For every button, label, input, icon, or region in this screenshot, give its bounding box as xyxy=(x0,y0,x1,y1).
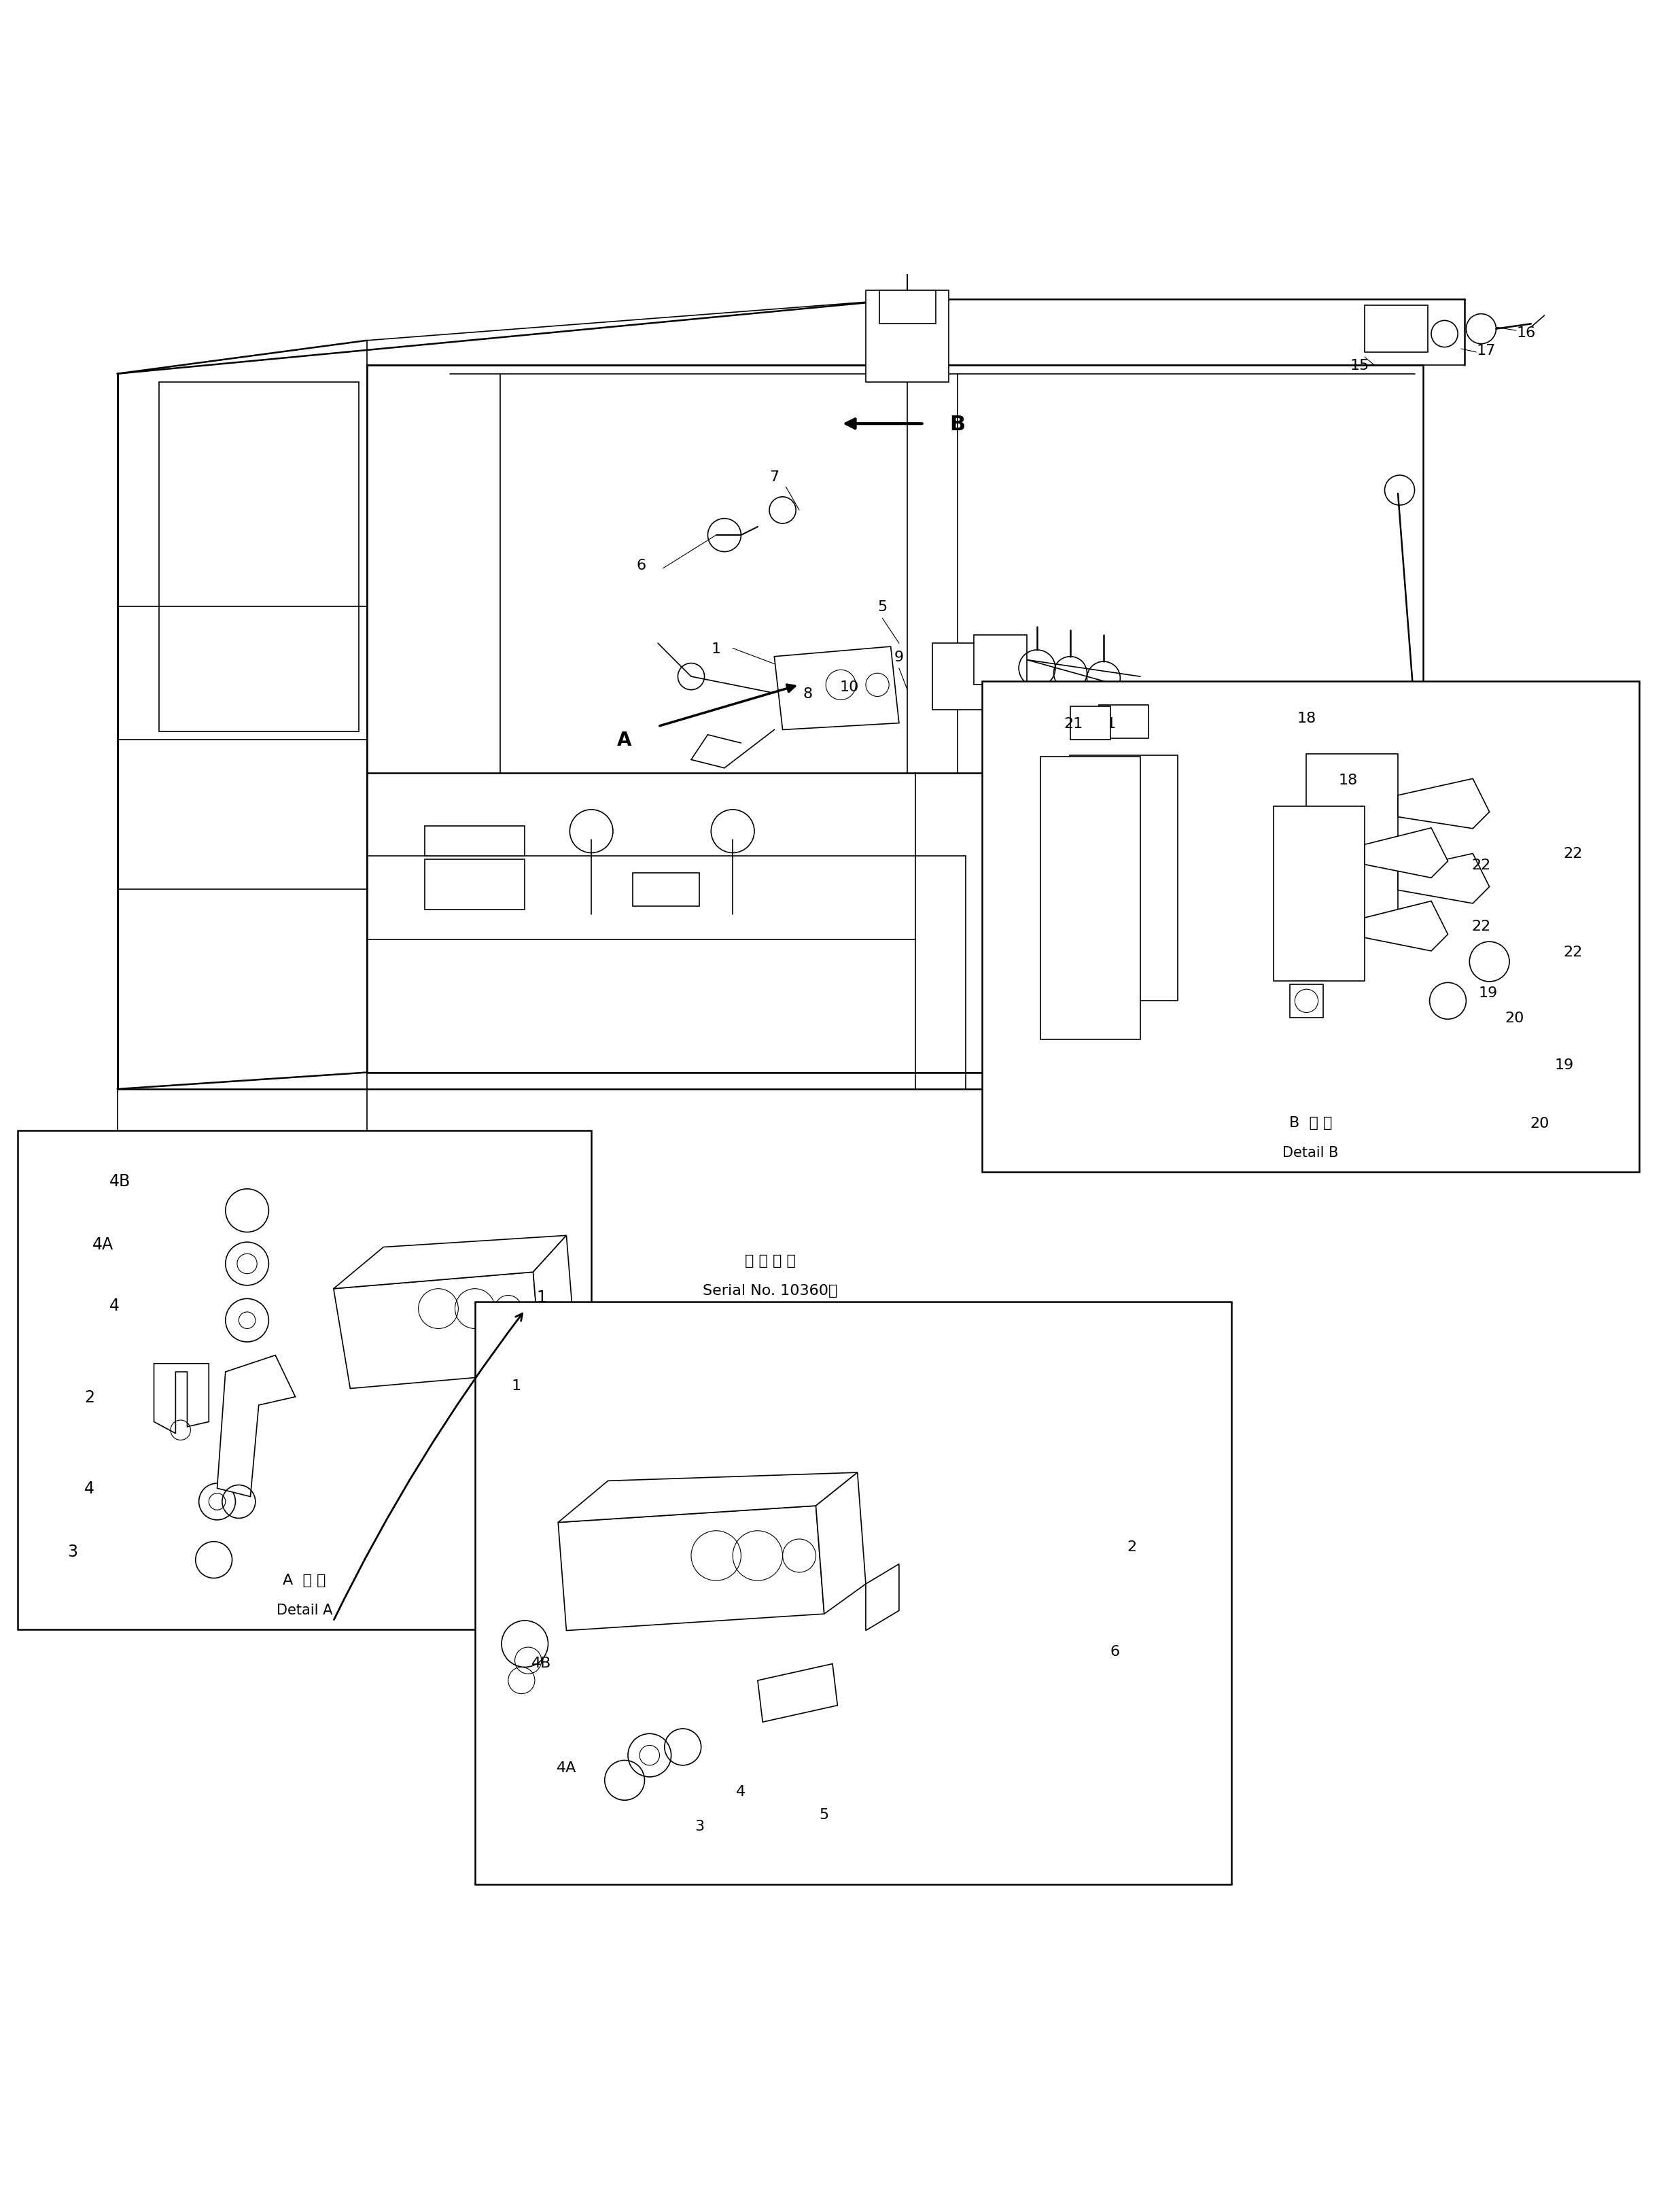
Text: 22: 22 xyxy=(1563,847,1582,860)
Bar xyxy=(425,860,524,909)
Polygon shape xyxy=(1365,827,1449,878)
Bar xyxy=(932,644,999,710)
Text: 19: 19 xyxy=(1555,1057,1573,1071)
Bar xyxy=(1365,305,1429,352)
Text: 8: 8 xyxy=(803,686,813,701)
Polygon shape xyxy=(153,1365,208,1433)
Text: 1: 1 xyxy=(511,1378,521,1391)
Text: Serial No. 10360～: Serial No. 10360～ xyxy=(703,1283,837,1298)
Text: B  詳 細: B 詳 細 xyxy=(1289,1115,1332,1130)
Text: 22: 22 xyxy=(1563,945,1582,958)
Text: 9: 9 xyxy=(894,650,904,664)
Ellipse shape xyxy=(1041,741,1141,774)
Text: 5: 5 xyxy=(877,599,887,615)
Text: 適 用 号 機: 適 用 号 機 xyxy=(744,1254,796,1267)
Bar xyxy=(1290,984,1324,1018)
Text: 6: 6 xyxy=(1111,1646,1121,1659)
Polygon shape xyxy=(816,1473,866,1615)
Text: 2: 2 xyxy=(1127,1540,1137,1553)
Text: 21: 21 xyxy=(1064,717,1084,730)
Text: 18: 18 xyxy=(1297,712,1315,726)
Text: 7: 7 xyxy=(769,471,779,484)
Text: 4B: 4B xyxy=(531,1657,551,1670)
Text: A: A xyxy=(618,730,633,750)
Bar xyxy=(425,827,524,856)
Text: 10: 10 xyxy=(1076,783,1096,796)
Text: 20: 20 xyxy=(1530,1117,1548,1130)
Polygon shape xyxy=(333,1237,566,1290)
Text: B: B xyxy=(949,414,966,434)
Text: 4: 4 xyxy=(108,1298,120,1314)
Polygon shape xyxy=(1399,854,1490,905)
Text: 15: 15 xyxy=(1350,358,1369,374)
Text: 21: 21 xyxy=(1097,717,1117,730)
Bar xyxy=(1274,807,1365,982)
Text: 13: 13 xyxy=(1547,883,1565,896)
Text: A  詳 細: A 詳 細 xyxy=(283,1573,326,1586)
Polygon shape xyxy=(774,646,899,730)
Text: 19: 19 xyxy=(1479,987,1497,1000)
Text: 6: 6 xyxy=(636,560,646,573)
Bar xyxy=(974,635,1027,686)
Polygon shape xyxy=(558,1473,857,1522)
Bar xyxy=(475,1303,1232,1885)
Text: 11: 11 xyxy=(1272,987,1290,1000)
Bar xyxy=(866,292,949,383)
Text: 22: 22 xyxy=(1472,858,1490,872)
Text: 3: 3 xyxy=(694,1818,704,1834)
Text: 4: 4 xyxy=(736,1785,746,1798)
Text: Detail A: Detail A xyxy=(276,1604,333,1617)
Polygon shape xyxy=(533,1237,574,1371)
Text: 9: 9 xyxy=(1127,759,1137,772)
Polygon shape xyxy=(1399,779,1490,830)
Polygon shape xyxy=(333,1272,541,1389)
Bar xyxy=(1041,757,1141,1040)
Text: 10: 10 xyxy=(839,679,859,695)
Bar xyxy=(982,681,1638,1172)
Text: 4B: 4B xyxy=(108,1172,130,1190)
Text: 1: 1 xyxy=(536,1290,546,1305)
Bar xyxy=(18,1130,591,1630)
Bar xyxy=(633,874,699,907)
Text: 8: 8 xyxy=(1024,783,1034,796)
Bar xyxy=(1324,942,1360,978)
Polygon shape xyxy=(866,1564,899,1630)
Bar xyxy=(879,292,936,325)
Polygon shape xyxy=(1365,902,1449,951)
Text: 12: 12 xyxy=(1538,814,1557,827)
Bar xyxy=(1182,801,1235,852)
Text: 4A: 4A xyxy=(93,1237,113,1252)
Bar xyxy=(1099,706,1149,739)
Text: 14: 14 xyxy=(1505,854,1523,867)
Polygon shape xyxy=(758,1663,837,1723)
Ellipse shape xyxy=(1069,734,1177,776)
Text: Detail B: Detail B xyxy=(1282,1146,1339,1159)
Text: 1: 1 xyxy=(711,641,721,655)
Bar xyxy=(1307,754,1399,938)
Text: 16: 16 xyxy=(1517,325,1535,338)
Text: 4A: 4A xyxy=(556,1761,576,1774)
Text: 20: 20 xyxy=(1505,1011,1523,1024)
Text: 22: 22 xyxy=(1472,920,1490,933)
Bar xyxy=(1069,757,1177,1000)
Polygon shape xyxy=(558,1506,824,1630)
Text: 5: 5 xyxy=(819,1807,829,1820)
Text: 18: 18 xyxy=(1339,774,1357,787)
Text: 2: 2 xyxy=(85,1389,95,1405)
Polygon shape xyxy=(216,1356,295,1498)
Text: 4: 4 xyxy=(85,1480,95,1498)
Bar xyxy=(1071,708,1111,741)
Text: 3: 3 xyxy=(68,1544,78,1559)
Text: 17: 17 xyxy=(1477,345,1495,358)
